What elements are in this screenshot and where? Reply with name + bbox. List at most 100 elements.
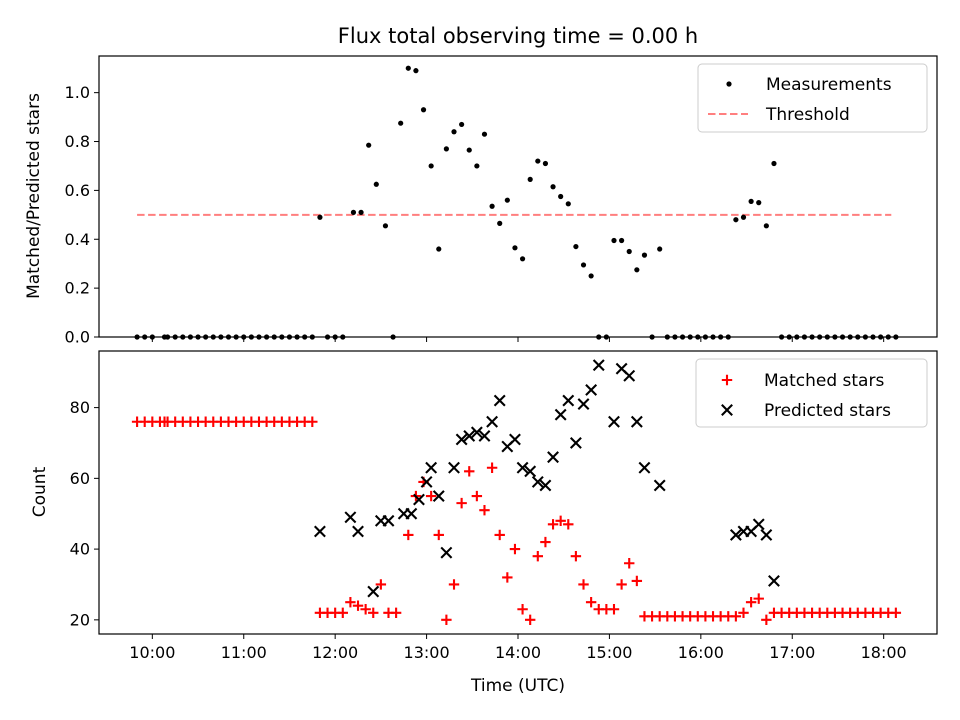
measurement-point bbox=[481, 131, 488, 137]
measurement-point bbox=[580, 262, 587, 268]
predicted-star-point bbox=[524, 465, 537, 478]
measurement-point bbox=[443, 146, 449, 152]
bottom-x-tick-label: 13:00 bbox=[404, 643, 450, 662]
matched-star-point bbox=[337, 607, 348, 618]
predicted-star-point bbox=[760, 529, 773, 541]
bottom-legend-box bbox=[695, 358, 928, 428]
predicted-star-point bbox=[478, 429, 491, 442]
bottom-x-tick-label: 14:00 bbox=[495, 643, 541, 662]
top-axes: 0.0 0.2 0.4 0.6 0.8 1.0 bbox=[65, 83, 885, 347]
bottom-x-tick-label: 18:00 bbox=[861, 643, 907, 662]
matched-star-point bbox=[486, 462, 498, 473]
measurement-point bbox=[756, 200, 762, 206]
predicted-star-point bbox=[531, 475, 544, 488]
top-y-tick-label: 0.8 bbox=[65, 132, 90, 151]
bottom-y-tick-label: 80 bbox=[70, 398, 90, 417]
matched-star-point bbox=[738, 607, 749, 618]
predicted-star-point bbox=[440, 546, 453, 559]
measurement-point bbox=[436, 246, 442, 252]
matched-star-point bbox=[753, 593, 764, 604]
bottom-plot-frame bbox=[98, 350, 938, 635]
predicted-star-point bbox=[562, 394, 575, 407]
matched-star-point bbox=[578, 579, 589, 590]
matched-star-point bbox=[555, 515, 566, 526]
predicted-star-point bbox=[486, 415, 499, 428]
matched-star-point bbox=[464, 466, 475, 477]
predicted-star-point bbox=[413, 493, 425, 506]
measurement-point bbox=[748, 198, 754, 204]
bottom-x-tick-label: 15:00 bbox=[586, 643, 632, 662]
matched-star-point bbox=[368, 607, 379, 618]
threshold-legend-label: Threshold bbox=[765, 105, 850, 125]
matched-legend-marker bbox=[721, 374, 733, 386]
matched-star-point bbox=[524, 614, 536, 626]
matched-star-point bbox=[448, 579, 460, 590]
measurement-point bbox=[350, 209, 357, 215]
measurement-point bbox=[573, 243, 579, 250]
predicted-star-point bbox=[493, 394, 506, 407]
matched-star-point bbox=[624, 558, 635, 569]
bottom-y-axis-label: Count bbox=[30, 466, 50, 517]
measurement-point bbox=[366, 142, 372, 148]
bottom-x-tick-label: 12:00 bbox=[312, 643, 358, 662]
predicted-star-point bbox=[382, 514, 395, 527]
predicted-star-point bbox=[630, 415, 643, 428]
top-y-tick-label: 0.4 bbox=[65, 230, 90, 249]
measurement-point bbox=[428, 163, 434, 169]
matched-star-point bbox=[345, 596, 356, 608]
matched-star-point bbox=[456, 497, 467, 509]
predicted-star-point bbox=[420, 475, 433, 488]
bottom-y-tick-label: 20 bbox=[70, 610, 90, 629]
top-y-tick-label: 0.0 bbox=[65, 328, 90, 347]
bottom-y-tick-label: 60 bbox=[70, 469, 90, 488]
matched-star-point bbox=[494, 529, 505, 541]
measurement-point bbox=[550, 184, 556, 190]
matched-star-point bbox=[403, 529, 414, 541]
measurement-point bbox=[542, 160, 549, 167]
bottom-x-tick-label: 17:00 bbox=[769, 643, 815, 662]
measurement-point bbox=[420, 107, 427, 113]
predicted-star-point bbox=[367, 585, 380, 598]
predicted-star-point bbox=[539, 479, 552, 492]
matched-star-point bbox=[745, 596, 757, 608]
matched-star-point bbox=[479, 504, 490, 516]
matched-star-point bbox=[616, 579, 627, 590]
matched-star-point bbox=[390, 607, 402, 618]
predicted-star-point bbox=[344, 511, 357, 524]
measurement-point bbox=[634, 267, 640, 273]
matched-star-point bbox=[502, 572, 513, 583]
predicted-star-point bbox=[547, 451, 559, 464]
matched-star-point bbox=[360, 604, 371, 615]
predicted-star-point bbox=[608, 415, 620, 428]
top-y-tick-label: 0.6 bbox=[65, 181, 90, 200]
predicted-star-point bbox=[585, 383, 598, 396]
measurement-point bbox=[626, 248, 632, 255]
matched-star-point bbox=[471, 490, 483, 502]
top-plot-frame bbox=[98, 55, 938, 338]
predicted-star-point bbox=[516, 461, 529, 474]
measurement-point bbox=[466, 147, 472, 153]
bottom-panel: 10:00 11:00 12:00 13:00 14:00 15:00 16:00 17:00… bbox=[30, 350, 938, 696]
predicted-star-point bbox=[463, 429, 476, 442]
predicted-star-point bbox=[653, 479, 666, 492]
top-y-tick-label: 1.0 bbox=[65, 83, 90, 102]
measurement-point bbox=[405, 65, 411, 71]
predicted-legend-label: Predicted stars bbox=[764, 401, 891, 421]
measurement-point bbox=[382, 223, 389, 229]
matched-star-point bbox=[563, 519, 574, 530]
predicted-star-point bbox=[623, 369, 636, 382]
measurement-point bbox=[398, 120, 404, 126]
matched-star-point bbox=[547, 519, 559, 530]
top-y-tick-label: 0.2 bbox=[65, 279, 90, 298]
predicted-star-point bbox=[569, 437, 582, 449]
bottom-legend: Matched stars Predicted stars bbox=[695, 358, 928, 428]
measurement-point bbox=[733, 217, 739, 223]
measurement-point bbox=[535, 158, 541, 164]
predicted-star-point bbox=[432, 490, 445, 502]
matched-star-point bbox=[509, 543, 521, 555]
matched-legend-label: Matched stars bbox=[764, 371, 884, 391]
predicted-star-point bbox=[509, 433, 521, 446]
matched-star-point bbox=[540, 536, 551, 548]
measurement-point bbox=[413, 68, 419, 74]
